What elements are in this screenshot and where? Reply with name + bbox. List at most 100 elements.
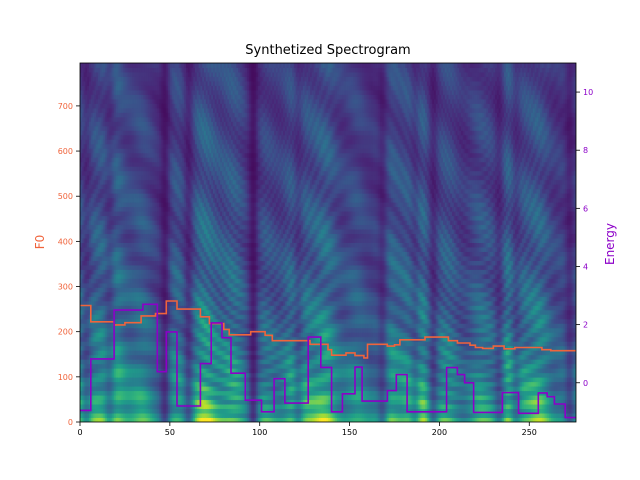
heatmap-cell [119,278,122,284]
heatmap-cell [88,121,92,127]
heatmap-cell [146,381,149,387]
heatmap-cell [128,206,131,212]
heatmap-cell [135,323,139,329]
heatmap-cell [115,76,119,82]
heatmap-cell [94,94,97,100]
heatmap-cell [83,179,86,185]
heatmap-cell [157,341,160,347]
heatmap-cell [126,229,130,235]
heatmap-cell [87,341,90,347]
heatmap-cell [137,305,140,311]
heatmap-cell [141,345,144,351]
heatmap-cell [83,170,86,176]
heatmap-cell [124,345,128,351]
heatmap-cell [146,417,149,422]
heatmap-cell [148,323,151,329]
heatmap-cell [119,116,122,122]
heatmap-cell [106,80,110,86]
heatmap-cell [117,238,121,243]
heatmap-cell [130,161,133,167]
heatmap-cell [80,305,83,311]
heatmap-cell [148,291,151,297]
heatmap-cell [130,229,133,235]
heatmap-cell [142,175,146,181]
heatmap-cell [108,134,112,140]
heatmap-cell [151,359,155,365]
heatmap-cell [115,309,119,315]
heatmap-cell [153,130,156,136]
heatmap-cell [112,89,115,95]
heatmap-cell [130,408,133,414]
heatmap-cell [135,287,139,293]
heatmap-cell [148,170,151,176]
heatmap-cell [139,116,142,122]
heatmap-cell [123,202,126,208]
heatmap-cell [108,359,112,365]
heatmap-cell [150,323,153,329]
heatmap-cell [126,157,130,163]
heatmap-cell [88,215,92,221]
heatmap-cell [126,166,130,172]
heatmap-cell [103,417,106,422]
heatmap-cell [94,354,97,360]
heatmap-cell [123,157,126,163]
heatmap-cell [92,377,95,383]
heatmap-cell [83,229,86,235]
heatmap-cell [112,161,115,167]
heatmap-cell [87,67,90,73]
heatmap-cell [151,363,155,369]
heatmap-cell [94,251,97,257]
heatmap-cell [137,63,140,68]
heatmap-cell [150,67,153,73]
heatmap-cell [130,116,133,122]
heatmap-cell [126,121,130,127]
heatmap-cell [112,175,115,181]
heatmap-cell [97,184,101,190]
heatmap-cell [110,381,113,387]
heatmap-cell [92,184,95,190]
heatmap-cell [119,211,122,217]
heatmap-cell [137,125,140,131]
heatmap-cell [137,314,140,320]
heatmap-cell [159,399,162,405]
heatmap-cell [139,390,142,396]
heatmap-cell [153,300,156,306]
heatmap-cell [123,188,126,194]
heatmap-cell [148,363,151,369]
heatmap-cell [81,220,85,226]
heatmap-cell [87,359,90,365]
heatmap-cell [139,197,142,203]
heatmap-cell [110,220,113,226]
heatmap-cell [101,121,104,127]
heatmap-cell [142,103,146,109]
heatmap-cell [128,318,131,324]
heatmap-cell [106,125,110,131]
heatmap-cell [90,305,94,311]
heatmap-cell [103,287,106,293]
heatmap-cell [141,377,144,383]
heatmap-cell [133,368,137,374]
heatmap-cell [96,224,99,230]
heatmap-cell [119,220,122,226]
heatmap-cell [92,408,95,414]
heatmap-cell [157,193,160,199]
heatmap-cell [135,296,139,302]
heatmap-cell [135,408,139,414]
heatmap-cell [139,193,142,199]
heatmap-cell [153,314,156,320]
heatmap-cell [128,103,131,109]
heatmap-cell [106,175,110,181]
heatmap-cell [128,215,131,221]
heatmap-cell [110,390,113,396]
heatmap-cell [114,296,117,302]
heatmap-cell [81,197,85,203]
heatmap-cell [132,233,135,239]
heatmap-cell [157,390,160,396]
heatmap-cell [115,336,119,342]
heatmap-cell [117,350,121,356]
heatmap-cell [87,300,90,306]
heatmap-cell [148,103,151,109]
heatmap-cell [101,363,104,369]
heatmap-cell [150,264,153,270]
heatmap-cell [97,305,101,311]
